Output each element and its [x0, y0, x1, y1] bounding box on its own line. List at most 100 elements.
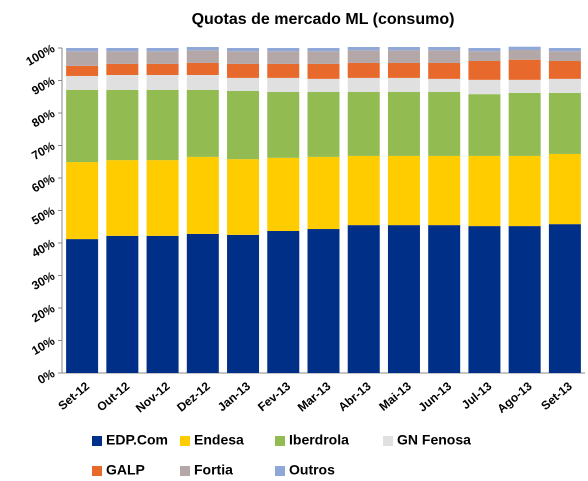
bar-segment: [267, 48, 300, 52]
chart-title: Quotas de mercado ML (consumo): [192, 11, 455, 28]
bar-segment: [387, 91, 420, 156]
bar-segment: [227, 48, 260, 52]
bar-segment: [508, 92, 541, 156]
bar-segment: [66, 162, 99, 240]
bar-segment: [267, 157, 300, 231]
bar-segment: [347, 47, 380, 51]
x-tick-label: Mar-13: [295, 379, 334, 415]
bar-segment: [548, 61, 581, 79]
bar-segment: [387, 225, 420, 373]
bar-segment: [267, 230, 300, 373]
legend-swatch: [275, 436, 285, 446]
bar-segment: [146, 51, 179, 64]
bar-segment: [227, 51, 260, 64]
legend-swatch: [275, 466, 285, 476]
y-tick-label: 50%: [29, 204, 57, 228]
y-tick-label: 20%: [29, 301, 57, 325]
bar-segment: [468, 226, 501, 373]
bar-segment: [548, 48, 581, 52]
bar-segment: [548, 51, 581, 61]
bar-segment: [468, 79, 501, 95]
x-tick-label: Nov-12: [133, 379, 173, 416]
x-tick-label: Out-12: [94, 379, 132, 414]
bar-segment: [66, 239, 99, 373]
x-tick-label: Set-12: [55, 379, 92, 413]
bar-segment: [106, 160, 139, 236]
bar-segment: [186, 62, 219, 75]
bar-segment: [548, 153, 581, 225]
bar-segment: [186, 156, 219, 234]
bar-segment: [548, 224, 581, 373]
bar-segment: [307, 229, 340, 373]
legend-swatch: [180, 466, 190, 476]
legend-label: GALP: [106, 462, 145, 478]
legend-swatch: [383, 436, 393, 446]
bar-segment: [548, 92, 581, 154]
x-tick-label: Abr-13: [336, 379, 374, 414]
bar-segment: [66, 89, 99, 163]
bar-segment: [227, 63, 260, 78]
y-tick-label: 70%: [29, 139, 57, 163]
bar-segment: [66, 51, 99, 66]
bar-segment: [428, 78, 461, 92]
bar-segment: [307, 78, 340, 92]
bar-segment: [468, 94, 501, 156]
y-tick-label: 10%: [29, 334, 57, 358]
bar-segment: [186, 233, 219, 373]
x-tick-label: Set-13: [538, 379, 575, 413]
legend-swatch: [180, 436, 190, 446]
bar-segment: [428, 47, 461, 51]
legend-swatch: [92, 466, 102, 476]
bar-segment: [428, 155, 461, 226]
bar-segment: [227, 159, 260, 235]
bar-segment: [146, 160, 179, 236]
y-tick-label: 40%: [29, 236, 57, 260]
bar-segment: [106, 74, 139, 90]
bar-segment: [66, 75, 99, 90]
y-tick-label: 90%: [29, 74, 57, 98]
bar-segment: [267, 51, 300, 64]
bar-segment: [428, 50, 461, 63]
bar-segment: [508, 79, 541, 93]
bar-segment: [227, 77, 260, 91]
legend-label: Endesa: [194, 432, 244, 448]
x-tick-label: Jul-13: [459, 379, 495, 412]
x-tick-label: Fev-13: [255, 379, 293, 414]
y-tick-label: 60%: [29, 171, 57, 195]
bar-segment: [146, 89, 179, 161]
x-tick-label: Mai-13: [376, 379, 414, 414]
bar-segment: [307, 156, 340, 230]
bar-segment: [267, 77, 300, 92]
bar-segment: [428, 225, 461, 373]
bar-segment: [307, 51, 340, 64]
y-tick-label: 30%: [29, 269, 57, 293]
legend-label: Fortia: [194, 462, 233, 478]
bar-segment: [186, 74, 219, 90]
bar-segment: [347, 225, 380, 373]
bar-segment: [347, 62, 380, 78]
legend-label: Outros: [289, 462, 335, 478]
bar-segment: [267, 91, 300, 158]
bar-segment: [66, 48, 99, 52]
bar-segment: [106, 89, 139, 161]
bar-segment: [106, 48, 139, 52]
legend-label: GN Fenosa: [397, 432, 471, 448]
bar-segment: [387, 155, 420, 226]
y-tick-label: 0%: [35, 366, 57, 387]
bar-segment: [106, 51, 139, 64]
bar-segment: [508, 226, 541, 373]
y-tick-label: 100%: [23, 41, 57, 69]
legend-swatch: [92, 436, 102, 446]
bar-segment: [468, 51, 501, 61]
bar-segment: [146, 74, 179, 90]
legend-label: Iberdrola: [289, 432, 349, 448]
bar-segment: [227, 234, 260, 373]
bar-segment: [468, 48, 501, 52]
bar-segment: [347, 91, 380, 156]
bar-segment: [186, 47, 219, 51]
bar-segment: [428, 91, 461, 156]
bar-segment: [146, 48, 179, 52]
bar-segment: [548, 78, 581, 93]
bar-segment: [66, 65, 99, 76]
